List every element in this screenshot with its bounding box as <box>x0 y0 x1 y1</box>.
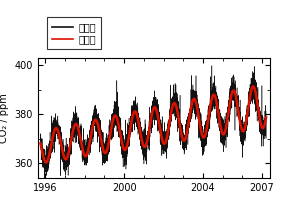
Legend: 実測値, 計算値: 実測値, 計算値 <box>47 17 100 49</box>
Y-axis label: CO₂ / ppm: CO₂ / ppm <box>0 93 9 143</box>
